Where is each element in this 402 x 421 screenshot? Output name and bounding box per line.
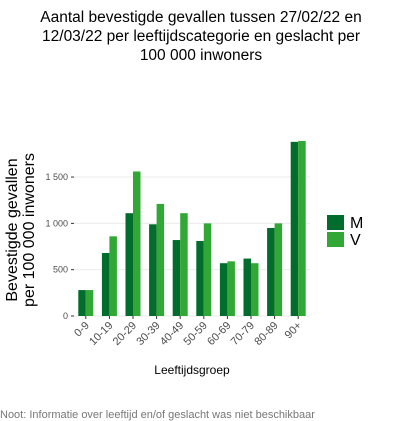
- y-tick-label: 1 000: [45, 218, 68, 228]
- bar-m-10-19: [101, 253, 110, 316]
- bar-m-40-49: [172, 240, 181, 316]
- bar-v-70-79: [251, 263, 259, 316]
- x-tick-label: 40-49: [158, 320, 186, 348]
- y-tick-label: 0: [63, 311, 68, 321]
- bar-m-20-29: [125, 213, 133, 316]
- bar-v-60-69: [227, 261, 235, 316]
- bar-m-60-69: [219, 263, 228, 316]
- legend: MV: [327, 215, 363, 249]
- bars: [78, 140, 306, 316]
- bar-m-30-39: [149, 224, 157, 316]
- x-tick-label: 80-89: [252, 320, 280, 348]
- bar-m-0-9: [78, 290, 86, 316]
- bar-m-50-59: [196, 240, 204, 316]
- x-tick-label: 50-59: [182, 320, 210, 348]
- x-axis-ticks: 0-910-1920-2930-3940-4950-5960-6970-7980…: [72, 316, 304, 348]
- chart-title-line: Aantal bevestigde gevallen tussen 27/02/…: [40, 9, 362, 26]
- bar-v-40-49: [180, 213, 188, 316]
- axis-titles: Leeftijdsgroep Bevestigde gevallen per 100…: [4, 153, 230, 377]
- legend-label-v: V: [350, 232, 361, 249]
- bar-m-80-89: [267, 228, 275, 316]
- bar-v-30-39: [156, 203, 165, 316]
- y-tick-label: 1 500: [45, 172, 68, 182]
- y-axis-title-line: per 100 000 inwoners: [21, 153, 38, 307]
- chart-title-line: 12/03/22 per leeftijdscategorie en gesla…: [42, 28, 360, 45]
- footnote: Noot: Informatie over leeftijd en/of ges…: [0, 409, 315, 421]
- x-tick-label: 10-19: [87, 320, 115, 348]
- legend-swatch-v: [327, 232, 344, 247]
- chart-title: Aantal bevestigde gevallen tussen 27/02/…: [0, 8, 402, 65]
- chart-title-line: 100 000 inwoners: [139, 47, 263, 64]
- bar-m-70-79: [243, 258, 251, 316]
- x-tick-label: 70-79: [229, 320, 257, 348]
- x-tick-label: 20-29: [111, 320, 139, 348]
- bar-v-10-19: [109, 236, 117, 316]
- legend-swatch-m: [327, 215, 344, 230]
- y-axis-ticks: 0 500 1 000 1 500: [45, 172, 74, 321]
- legend-label-m: M: [350, 215, 363, 232]
- x-tick-label: 30-39: [134, 320, 162, 348]
- bar-m-90+: [290, 141, 299, 316]
- bar-v-20-29: [133, 171, 141, 316]
- x-axis-title: Leeftijdsgroep: [154, 363, 230, 377]
- bar-v-80-89: [274, 223, 283, 316]
- y-tick-label: 500: [53, 265, 68, 275]
- bar-v-50-59: [203, 223, 212, 316]
- bar-v-0-9: [85, 290, 94, 316]
- x-tick-label: 60-69: [205, 320, 233, 348]
- bar-v-90+: [298, 140, 306, 316]
- x-tick-label: 90+: [283, 320, 305, 342]
- y-axis-title-line: Bevestigde gevallen: [4, 158, 21, 301]
